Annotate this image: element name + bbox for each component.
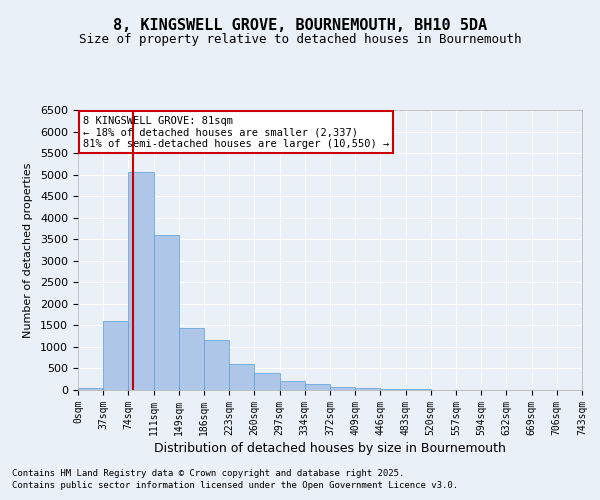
Bar [154,235,179,390]
Bar [254,373,280,390]
Text: Contains public sector information licensed under the Open Government Licence v3: Contains public sector information licen… [12,481,458,490]
Text: 8 KINGSWELL GROVE: 81sqm
← 18% of detached houses are smaller (2,337)
81% of sem: 8 KINGSWELL GROVE: 81sqm ← 18% of detach… [83,116,389,149]
X-axis label: Distribution of detached houses by size in Bournemouth: Distribution of detached houses by size … [154,442,506,455]
Bar [204,340,229,390]
Text: Contains HM Land Registry data © Crown copyright and database right 2025.: Contains HM Land Registry data © Crown c… [12,468,404,477]
Bar [355,388,380,390]
Y-axis label: Number of detached properties: Number of detached properties [23,162,33,338]
Text: Size of property relative to detached houses in Bournemouth: Size of property relative to detached ho… [79,32,521,46]
Text: 8, KINGSWELL GROVE, BOURNEMOUTH, BH10 5DA: 8, KINGSWELL GROVE, BOURNEMOUTH, BH10 5D… [113,18,487,32]
Bar [330,386,355,390]
Bar [78,388,103,390]
Bar [179,328,204,390]
Bar [380,388,406,390]
Bar [280,382,305,390]
Bar [128,172,154,390]
Bar [229,364,254,390]
Bar [103,321,128,390]
Bar [305,384,330,390]
